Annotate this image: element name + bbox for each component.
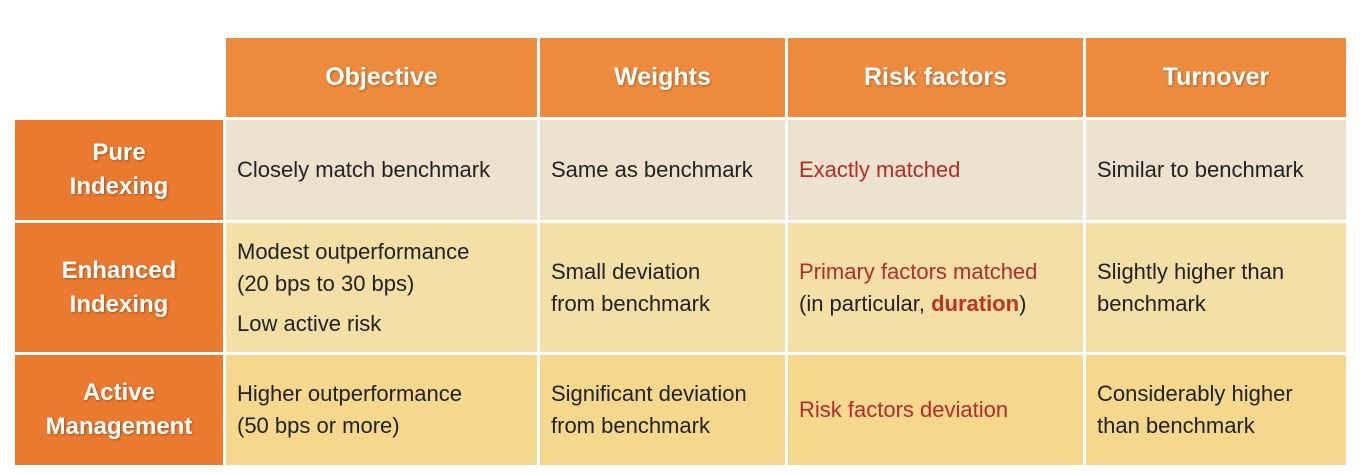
column-header-weights: Weights bbox=[540, 38, 785, 117]
cell-active-objective: Higher outperformance (50 bps or more) bbox=[226, 355, 537, 465]
row-header-line: Active bbox=[82, 379, 156, 406]
cell-enhanced-weights: Small deviation from benchmark bbox=[540, 223, 785, 352]
cell-text: Low active risk bbox=[237, 310, 382, 336]
cell-active-risk-factors: Risk factors deviation bbox=[788, 355, 1083, 465]
cell-text: Same as benchmark bbox=[551, 157, 753, 182]
cell-enhanced-risk-factors: Primary factors matched (in particular, … bbox=[788, 223, 1083, 352]
cell-text: Considerably higher bbox=[1097, 381, 1293, 406]
cell-pure-objective: Closely match benchmark bbox=[226, 120, 537, 220]
cell-text-line: (in particular, duration) bbox=[799, 288, 1077, 320]
cell-text: from benchmark bbox=[551, 290, 710, 316]
cell-active-weights: Significant deviation from benchmark bbox=[540, 355, 785, 465]
cell-text: Similar to benchmark bbox=[1097, 157, 1304, 182]
column-header-label: Risk factors bbox=[863, 63, 1008, 91]
cell-text: (20 bps to 30 bps) bbox=[237, 270, 415, 296]
row-header-enhanced-indexing: Enhanced Indexing bbox=[15, 223, 223, 352]
cell-text: benchmark bbox=[1097, 290, 1206, 316]
cell-text: (in particular, bbox=[799, 290, 932, 316]
column-header-risk-factors: Risk factors bbox=[788, 38, 1083, 117]
column-header-label: Weights bbox=[614, 63, 711, 91]
column-header-objective: Objective bbox=[226, 38, 537, 117]
cell-pure-turnover: Similar to benchmark bbox=[1086, 120, 1346, 220]
cell-pure-weights: Same as benchmark bbox=[540, 120, 785, 220]
cell-text: than benchmark bbox=[1097, 413, 1255, 438]
cell-active-turnover: Considerably higher than benchmark bbox=[1086, 355, 1346, 465]
cell-text: from benchmark bbox=[551, 413, 710, 438]
cell-enhanced-turnover: Slightly higher than benchmark bbox=[1086, 223, 1346, 352]
cell-text: Risk factors deviation bbox=[799, 397, 1009, 422]
cell-text: Small deviation bbox=[551, 258, 701, 284]
column-header-turnover: Turnover bbox=[1086, 38, 1346, 117]
cell-text: Exactly matched bbox=[799, 157, 961, 182]
cell-text: Primary factors matched bbox=[799, 258, 1038, 284]
cell-enhanced-objective: Modest outperformance (20 bps to 30 bps)… bbox=[226, 223, 537, 352]
cell-pure-risk-factors: Exactly matched bbox=[788, 120, 1083, 220]
cell-text: Slightly higher than bbox=[1097, 258, 1285, 284]
row-header-line: Management bbox=[45, 413, 193, 440]
emphasis-duration: duration bbox=[931, 290, 1020, 316]
column-header-label: Turnover bbox=[1162, 63, 1270, 91]
row-header-line: Pure bbox=[92, 139, 146, 166]
cell-text: Higher outperformance bbox=[237, 381, 463, 406]
cell-text: Significant deviation bbox=[551, 381, 747, 406]
cell-text: (50 bps or more) bbox=[237, 413, 400, 438]
row-header-line: Enhanced bbox=[61, 256, 177, 284]
row-header-active-management: Active Management bbox=[15, 355, 223, 465]
row-header-line: Indexing bbox=[69, 173, 169, 200]
column-header-label: Objective bbox=[325, 63, 438, 91]
cell-text: ) bbox=[1019, 290, 1027, 316]
cell-text: Closely match benchmark bbox=[237, 157, 491, 182]
row-header-line: Indexing bbox=[69, 290, 169, 318]
cell-text: Modest outperformance bbox=[237, 238, 470, 264]
row-header-pure-indexing: Pure Indexing bbox=[15, 120, 223, 220]
